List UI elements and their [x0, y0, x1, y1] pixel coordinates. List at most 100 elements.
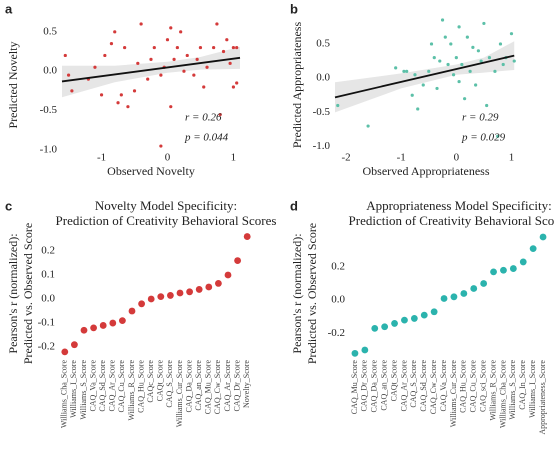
point [493, 69, 497, 73]
confidence-band [62, 46, 240, 98]
dot [480, 280, 488, 287]
dot [243, 233, 251, 240]
point [440, 18, 445, 22]
point [235, 45, 239, 50]
point [432, 56, 436, 60]
point [198, 45, 203, 50]
x-tick-label: Williams_S_Score [508, 360, 517, 420]
dot [215, 280, 222, 287]
dot [371, 325, 379, 332]
x-tick-label: -2 [341, 152, 350, 164]
dot [205, 283, 213, 291]
point [451, 73, 456, 77]
point [99, 93, 104, 97]
dot [539, 233, 547, 241]
dot [157, 293, 165, 301]
point [228, 61, 232, 65]
panel-letter: d [290, 198, 298, 213]
x-tick-label: CAQ_Cw_Score [213, 360, 222, 415]
point [169, 26, 173, 30]
dot [71, 341, 78, 349]
point [405, 69, 409, 73]
x-tick-label: CAQ_Mu_Score [204, 360, 213, 415]
y-tick-label: 0.5 [316, 37, 330, 49]
point [149, 57, 153, 61]
y-tick-label: -0.2 [328, 327, 345, 339]
y-tick-label: -0.5 [40, 104, 58, 116]
x-tick-label: Novelty_Score [242, 360, 251, 408]
point [457, 79, 461, 84]
x-tick-label: CAQ_Mu_Score [350, 360, 359, 415]
y-tick-label: 0.1 [41, 269, 55, 281]
x-tick-label: Williams_Cha_Score [60, 360, 69, 429]
dot [391, 320, 398, 327]
x-tick-label: CAQ_S_Score [165, 360, 174, 408]
point [152, 45, 156, 50]
x-tick-label: CAQ_Va_Score [439, 360, 448, 412]
y-tick-label: -1.0 [40, 144, 58, 156]
point [165, 38, 170, 42]
chart-subtitle: Prediction of Creativity Behavioral Scor… [349, 213, 554, 228]
x-tick-label: CAQ_Dr_Score [232, 360, 241, 412]
point [225, 38, 229, 42]
dot [509, 265, 517, 272]
chart-subtitle: Prediction of Creativity Behavioral Scor… [56, 213, 277, 228]
annotation: r = 0.26 [185, 112, 222, 124]
point [429, 42, 434, 46]
point [139, 22, 143, 26]
panel-letter: a [5, 1, 13, 16]
x-tick-label: 1 [509, 152, 515, 164]
dot [61, 348, 69, 356]
point [457, 25, 461, 29]
y-tick-label: 0.0 [331, 294, 345, 306]
point [159, 144, 163, 148]
dot [440, 295, 448, 302]
point [435, 86, 439, 91]
x-tick-label: CAQ_Hu_Score [136, 360, 145, 413]
point [501, 62, 505, 67]
point [119, 93, 123, 97]
x-tick-label: CAQt_Score [156, 360, 165, 402]
point [195, 57, 199, 61]
point [474, 83, 478, 87]
point [109, 42, 114, 46]
x-tick-label: Appropriateness_Score [538, 360, 547, 435]
point [463, 97, 467, 101]
dot [410, 315, 418, 322]
point [460, 62, 464, 67]
dot [90, 324, 97, 332]
dot [450, 293, 458, 301]
point [103, 53, 107, 58]
dot [361, 346, 369, 354]
point [413, 73, 417, 77]
dot [500, 266, 507, 274]
point [185, 53, 189, 58]
dot [80, 326, 88, 334]
x-tick-label: CAQ_Ar_Score [399, 360, 408, 412]
dot [381, 323, 389, 331]
x-axis-label: Observed Novelty [107, 164, 195, 178]
y-tick-label: -0.1 [38, 317, 55, 329]
point [205, 65, 209, 69]
point [235, 81, 239, 85]
panel-letter: c [5, 198, 12, 213]
point [449, 42, 453, 46]
dot [195, 286, 203, 293]
point [509, 32, 514, 36]
point [231, 85, 236, 89]
x-tick-label: Williams_Cur_Score [449, 360, 458, 428]
dot [351, 349, 359, 357]
point [443, 35, 447, 39]
x-tick-label: CAQ_sci_Score [478, 360, 487, 412]
point [416, 107, 420, 111]
dot [234, 257, 242, 264]
dot [519, 258, 527, 266]
x-tick-label: CAQ_Ar_Score [108, 360, 117, 412]
x-tick-label: 0 [165, 152, 171, 164]
y-axis-label: Predicted Appropriateness [290, 22, 304, 149]
x-tick-label: CAQ_Sd_Score [98, 360, 107, 412]
point [402, 69, 406, 73]
y-tick-label: 0.5 [43, 25, 57, 37]
x-tick-label: CAQ_In_Score [518, 360, 527, 410]
